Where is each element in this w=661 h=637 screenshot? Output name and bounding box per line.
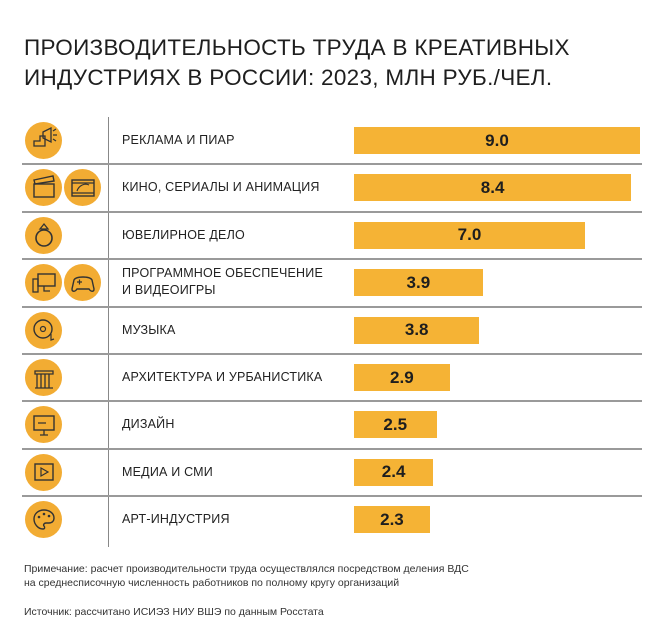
row-divider (22, 305, 642, 308)
bar: 2.5 (354, 411, 437, 439)
value-label: 8.4 (480, 177, 505, 197)
value-label: 2.9 (390, 367, 414, 387)
category-label-line: КИНО, СЕРИАЛЫ И АНИМАЦИЯ (122, 180, 320, 195)
chart-title: ПРОИЗВОДИТЕЛЬНОСТЬ ТРУДА В КРЕАТИВНЫХ ИН… (24, 33, 570, 93)
bar: 2.3 (354, 506, 430, 534)
title-line: ИНДУСТРИЯХ В РОССИИ: 2023, МЛН РУБ./ЧЕЛ. (24, 65, 553, 90)
clapperboard-icon (25, 169, 62, 207)
category-label-line: ЮВЕЛИРНОЕ ДЕЛО (122, 227, 245, 242)
row-icons (25, 122, 62, 159)
row-divider (22, 210, 642, 213)
chart-row: МЕДИА И СМИ 2.4 (0, 449, 661, 498)
bar: 3.9 (354, 269, 483, 297)
chart-row: АРТ-ИНДУСТРИЯ 2.3 (0, 496, 661, 543)
vinyl-disc-icon (25, 311, 62, 349)
category-label: ЮВЕЛИРНОЕ ДЕЛО (122, 227, 245, 244)
title-line: ПРОИЗВОДИТЕЛЬНОСТЬ ТРУДА В КРЕАТИВНЫХ (24, 35, 570, 60)
row-icons (25, 406, 62, 444)
chart-row: ПРОГРАММНОЕ ОБЕСПЕЧЕНИЕ И ВИДЕОИГРЫ 3.9 (0, 259, 661, 308)
category-label: РЕКЛАМА И ПИАР (122, 132, 235, 149)
row-divider (22, 447, 642, 450)
palette-icon (25, 501, 62, 539)
media-player-icon (25, 453, 62, 491)
chart-row: ЮВЕЛИРНОЕ ДЕЛО 7.0 (0, 212, 661, 261)
source: Источник: рассчитано ИСИЭЗ НИУ ВШЭ по да… (24, 606, 324, 618)
chart-row: АРХИТЕКТУРА И УРБАНИСТИКА 2.9 (0, 354, 661, 403)
row-divider (22, 495, 642, 498)
category-label: АРТ-ИНДУСТРИЯ (122, 511, 230, 528)
note-line: Примечание: расчет производительности тр… (24, 563, 469, 575)
category-label-line: ПРОГРАММНОЕ ОБЕСПЕЧЕНИЕ (122, 266, 323, 281)
note: Примечание: расчет производительности тр… (24, 562, 469, 590)
row-divider (22, 163, 642, 166)
category-label-line: И ВИДЕОИГРЫ (122, 283, 216, 298)
gamepad-icon (64, 264, 101, 302)
category-label-line: АРТ-ИНДУСТРИЯ (122, 512, 230, 527)
row-icons (25, 311, 62, 349)
value-label: 9.0 (485, 130, 509, 150)
computer-icon (25, 264, 62, 302)
bar-chart: РЕКЛАМА И ПИАР 9.0 КИНО, СЕРИАЛЫ И АНИМАЦИ… (0, 117, 661, 547)
megaphone-icon (25, 122, 62, 159)
value-label: 3.8 (404, 320, 429, 340)
building-icon (25, 359, 62, 396)
row-icons (25, 359, 62, 396)
category-label-line: РЕКЛАМА И ПИАР (122, 133, 235, 147)
row-divider (22, 400, 642, 403)
category-label-line: МЕДИА И СМИ (122, 464, 213, 479)
bar: 7.0 (354, 221, 585, 249)
bar: 3.8 (354, 316, 480, 344)
category-label: ДИЗАЙН (122, 416, 175, 433)
category-label-line: ДИЗАЙН (122, 417, 175, 432)
note-line: на среднесписочную численность работнико… (24, 577, 400, 589)
value-label: 2.4 (381, 462, 406, 482)
category-label: КИНО, СЕРИАЛЫ И АНИМАЦИЯ (122, 179, 320, 196)
chart-row: ДИЗАЙН 2.5 (0, 401, 661, 450)
row-icons (25, 216, 62, 254)
category-label-line: АРХИТЕКТУРА И УРБАНИСТИКА (122, 370, 323, 384)
bar: 2.4 (354, 458, 434, 486)
bar: 8.4 (354, 174, 632, 202)
row-icons (25, 264, 101, 302)
bar: 9.0 (354, 127, 640, 154)
ring-icon (25, 216, 62, 254)
row-icons (25, 169, 101, 207)
chart-row: КИНО, СЕРИАЛЫ И АНИМАЦИЯ 8.4 (0, 164, 661, 213)
chart-row: РЕКЛАМА И ПИАР 9.0 (0, 117, 661, 166)
category-label: МЕДИА И СМИ (122, 464, 213, 481)
row-divider (22, 352, 642, 355)
value-label: 2.3 (380, 509, 404, 529)
value-label: 2.5 (383, 414, 408, 434)
category-label: ПРОГРАММНОЕ ОБЕСПЕЧЕНИЕ И ВИДЕОИГРЫ (122, 265, 323, 299)
value-label: 3.9 (406, 272, 431, 292)
category-label: АРХИТЕКТУРА И УРБАНИСТИКА (122, 369, 322, 386)
row-icons (25, 501, 62, 539)
category-label-line: МУЗЫКА (122, 322, 176, 337)
bar: 2.9 (354, 364, 450, 391)
film-strip-icon (64, 169, 101, 207)
row-divider (22, 258, 642, 261)
chart-row: МУЗЫКА 3.8 (0, 307, 661, 355)
column-divider (108, 117, 109, 547)
value-label: 7.0 (457, 225, 482, 245)
monitor-design-icon (25, 406, 62, 444)
row-icons (25, 453, 62, 491)
category-label: МУЗЫКА (122, 322, 176, 339)
